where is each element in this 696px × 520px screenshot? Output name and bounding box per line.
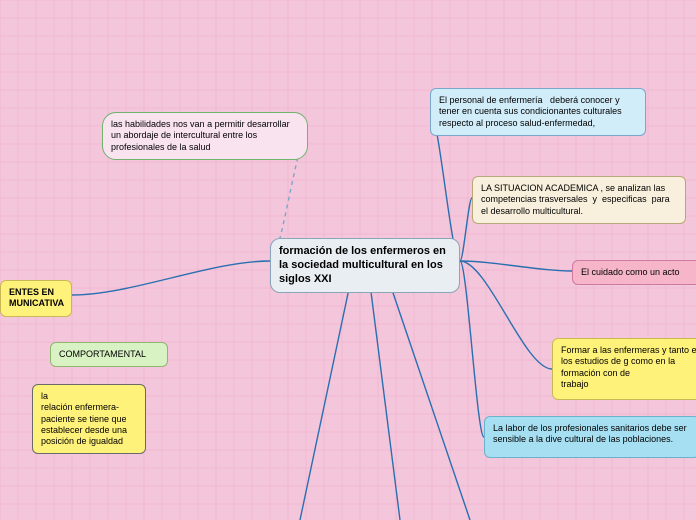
node-skills-text: las habilidades nos van a permitir desar… — [111, 119, 292, 152]
node-comportamental[interactable]: COMPORTAMENTAL — [50, 342, 168, 367]
mindmap-canvas: formación de los enfermeros en la socied… — [0, 0, 696, 520]
node-center[interactable]: formación de los enfermeros en la socied… — [270, 238, 460, 293]
node-cuidado-text: El cuidado como un acto — [581, 267, 680, 277]
node-formar-text: Formar a las enfermeras y tanto en los e… — [561, 345, 696, 389]
node-skills[interactable]: las habilidades nos van a permitir desar… — [102, 112, 308, 160]
node-labor[interactable]: La labor de los profesionales sanitarios… — [484, 416, 696, 458]
node-personal[interactable]: El personal de enfermería deberá conocer… — [430, 88, 646, 136]
node-personal-text: El personal de enfermería deberá conocer… — [439, 95, 624, 128]
node-labor-text: La labor de los profesionales sanitarios… — [493, 423, 689, 444]
node-comportamental-text: COMPORTAMENTAL — [59, 349, 146, 359]
node-center-text: formación de los enfermeros en la socied… — [279, 245, 449, 285]
node-formar[interactable]: Formar a las enfermeras y tanto en los e… — [552, 338, 696, 400]
node-academica[interactable]: LA SITUACION ACADEMICA , se analizan las… — [472, 176, 686, 224]
node-entes-text: ENTES EN MUNICATIVA — [9, 287, 64, 308]
node-relacion[interactable]: la relación enfermera-paciente se tiene … — [32, 384, 146, 454]
node-academica-text: LA SITUACION ACADEMICA , se analizan las… — [481, 183, 672, 216]
node-entes[interactable]: ENTES EN MUNICATIVA — [0, 280, 72, 317]
node-cuidado[interactable]: El cuidado como un acto — [572, 260, 696, 285]
node-relacion-text: la relación enfermera-paciente se tiene … — [41, 391, 130, 446]
